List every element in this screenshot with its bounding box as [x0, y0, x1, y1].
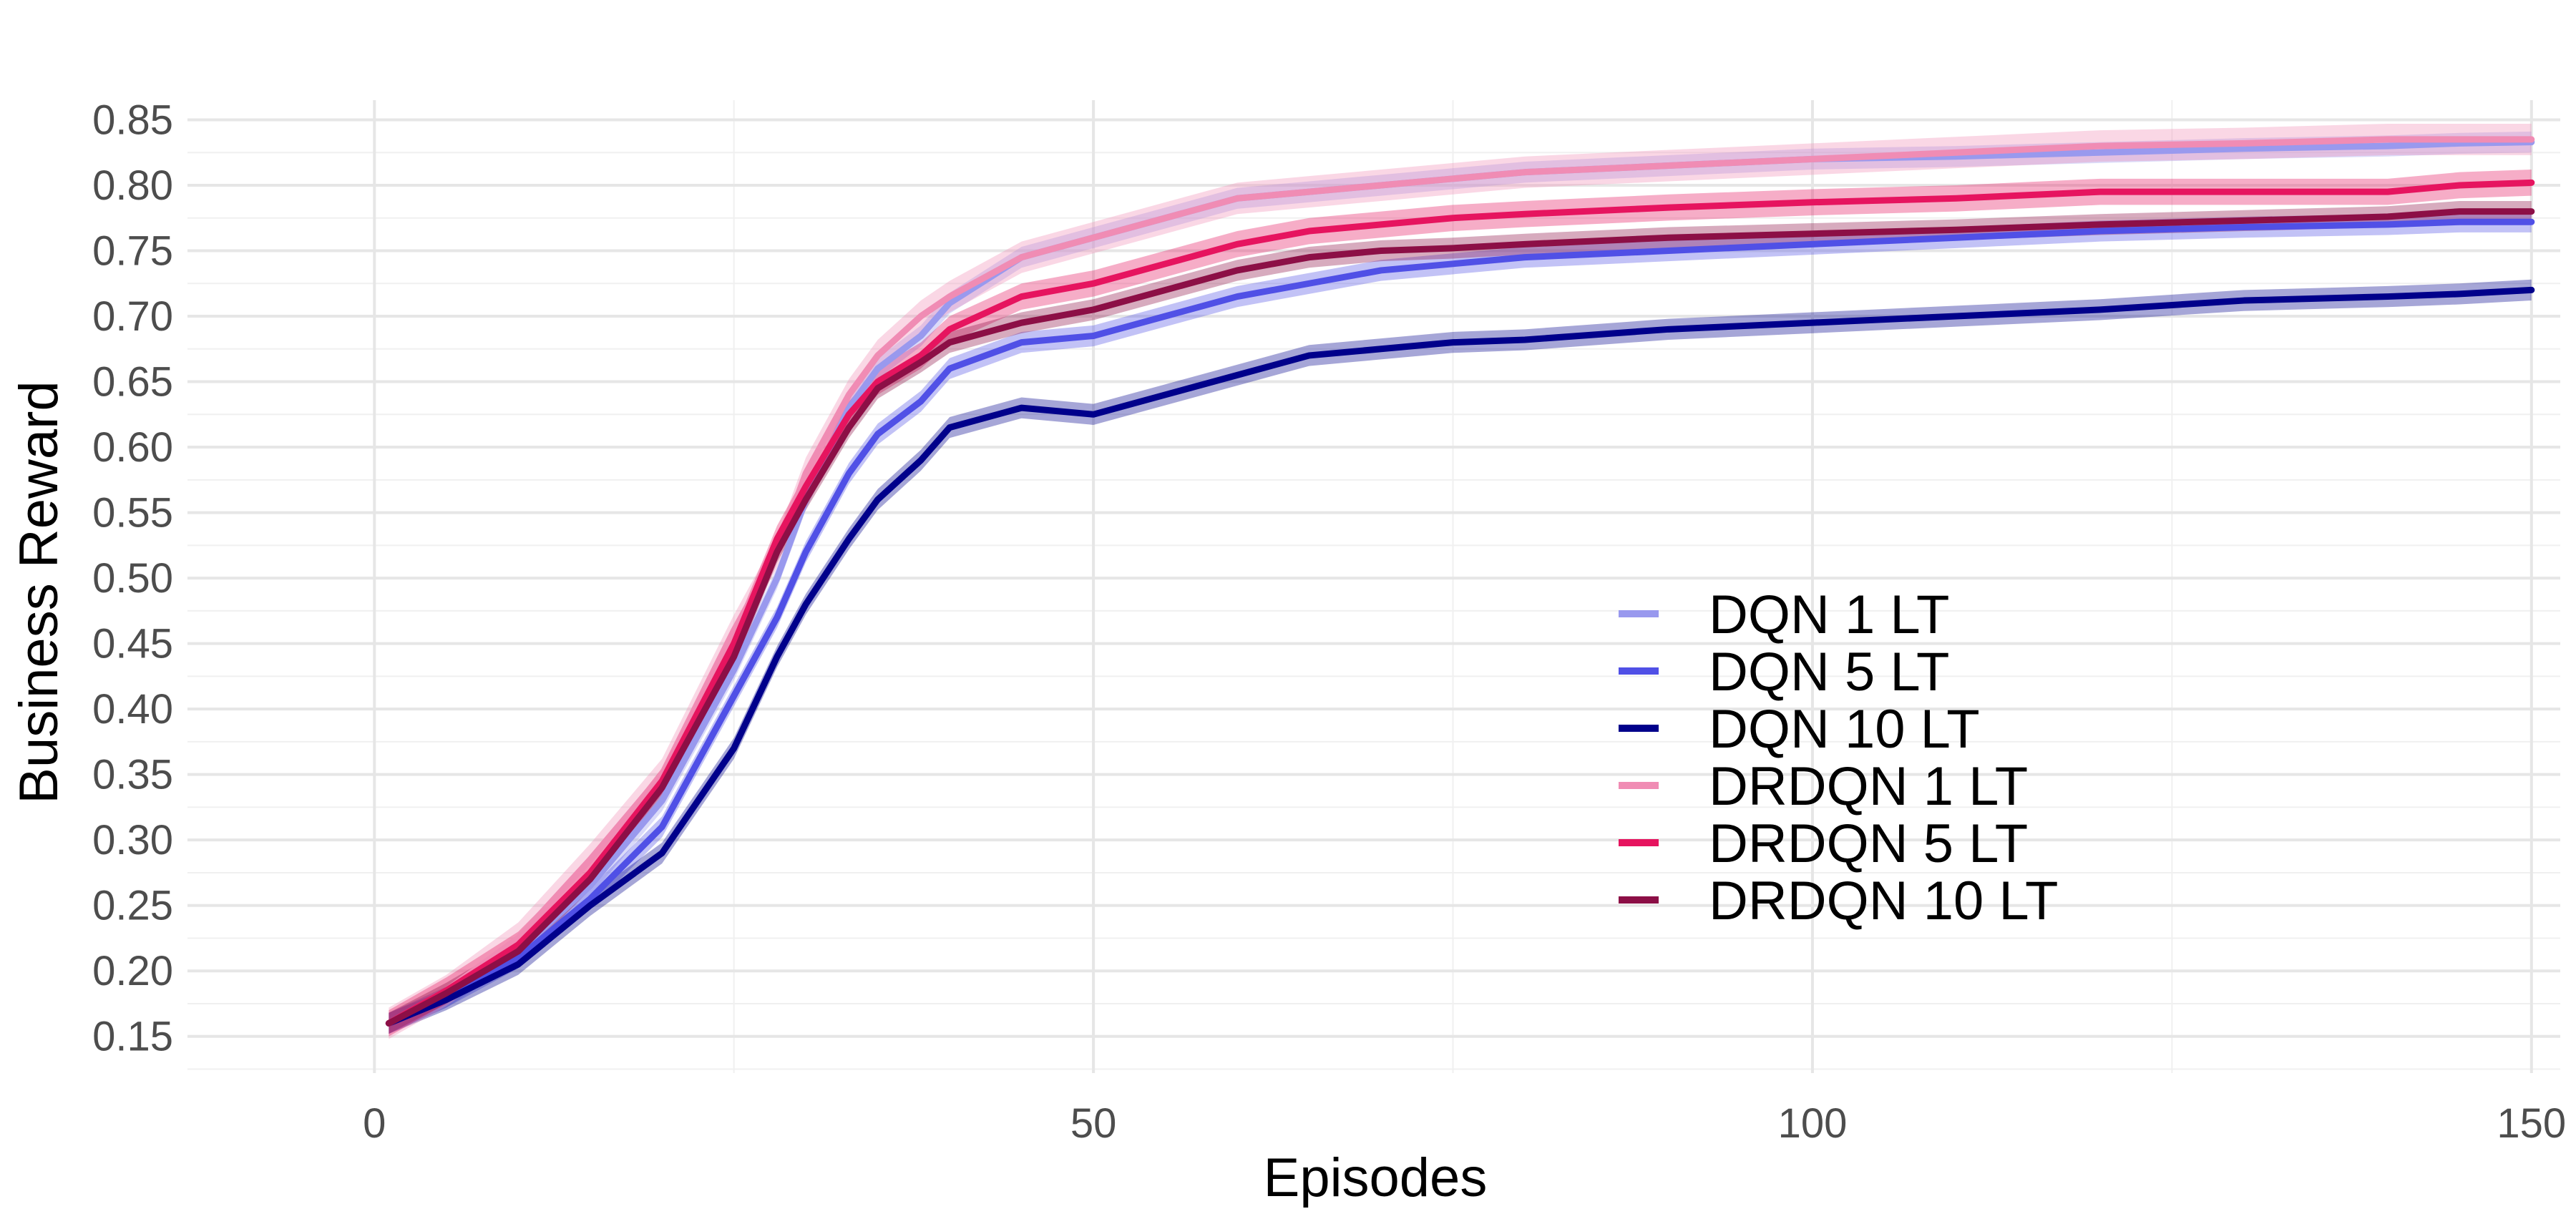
y-tick-label: 0.80 [92, 162, 173, 209]
y-tick-label: 0.25 [92, 883, 173, 929]
y-tick-label: 0.85 [92, 97, 173, 143]
y-tick-label: 0.15 [92, 1014, 173, 1060]
series-line [385, 179, 2535, 1027]
y-tick-label: 0.35 [92, 752, 173, 798]
x-axis-title: Episodes [1264, 1147, 1488, 1208]
series-line [385, 136, 2535, 1027]
x-axis-ticks: 0 50 100 150 [363, 1100, 2566, 1147]
series-lines [385, 136, 2535, 1027]
y-tick-label: 0.60 [92, 424, 173, 471]
x-tick-label: 150 [2497, 1100, 2566, 1147]
legend-label: DRDQN 5 LT [1709, 813, 2028, 874]
legend-label: DQN 10 LT [1709, 699, 1980, 760]
y-axis-ticks: 0.15 0.20 0.25 0.30 0.35 0.40 0.45 0.50 0.55 0.60… [92, 97, 173, 1059]
x-tick-label: 50 [1070, 1100, 1117, 1147]
legend-label: DRDQN 10 LT [1709, 871, 2058, 931]
y-tick-label: 0.75 [92, 227, 173, 274]
legend-label: DRDQN 1 LT [1709, 756, 2028, 817]
legend-label: DQN 1 LT [1709, 584, 1949, 645]
legend-label: DQN 5 LT [1709, 642, 1949, 702]
y-tick-label: 0.40 [92, 686, 173, 733]
y-axis-title: Business Reward [9, 381, 69, 803]
grid-lines [187, 100, 2560, 1073]
x-tick-label: 100 [1778, 1100, 1848, 1147]
y-tick-label: 0.65 [92, 359, 173, 406]
series-line [385, 218, 2535, 1027]
y-tick-label: 0.70 [92, 293, 173, 340]
y-tick-label: 0.30 [92, 817, 173, 863]
y-tick-label: 0.45 [92, 621, 173, 667]
x-tick-label: 0 [363, 1100, 386, 1147]
y-tick-label: 0.20 [92, 948, 173, 994]
y-tick-label: 0.55 [92, 490, 173, 537]
series-line [385, 208, 2535, 1027]
series-line [385, 286, 2535, 1027]
y-tick-label: 0.50 [92, 555, 173, 602]
